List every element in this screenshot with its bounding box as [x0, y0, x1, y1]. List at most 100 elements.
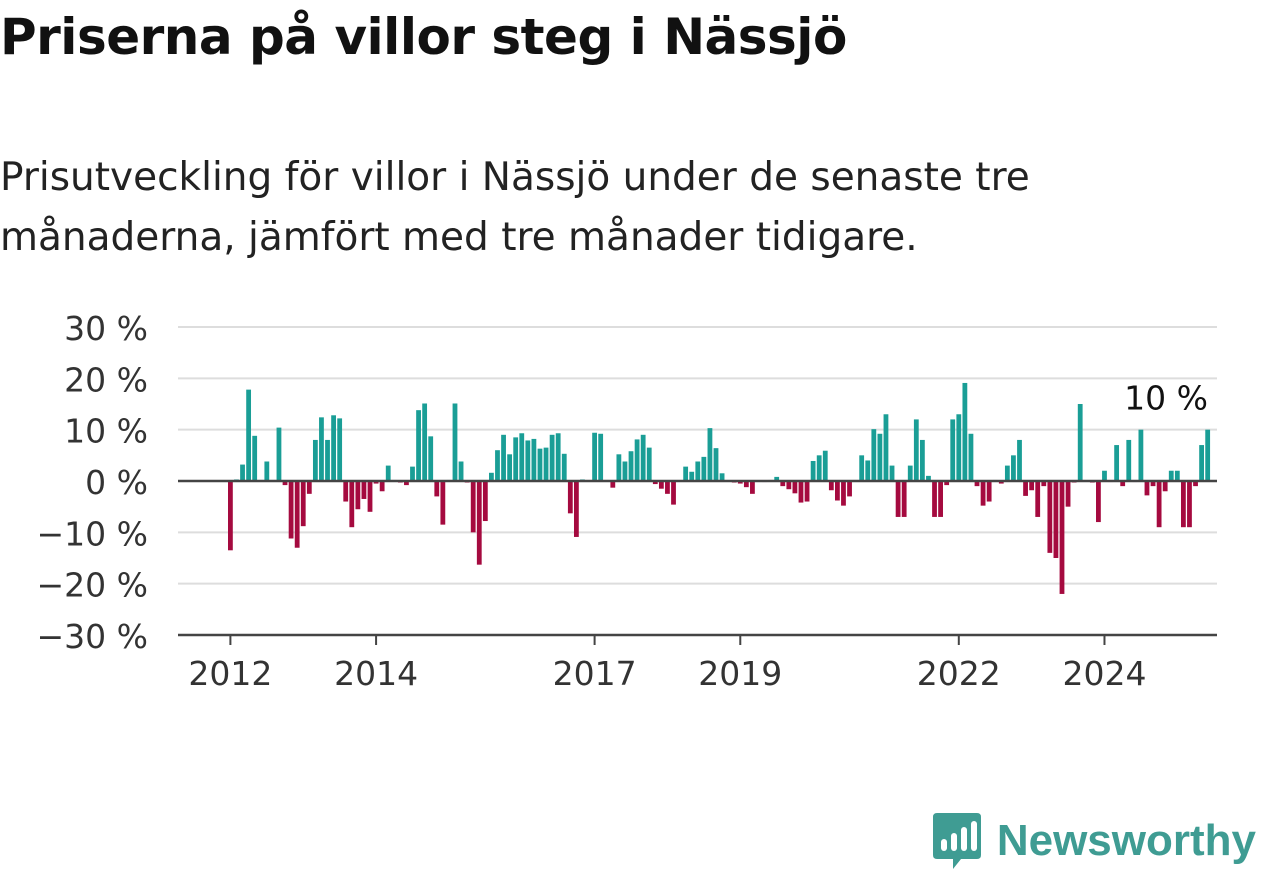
- bar: [458, 461, 464, 481]
- bar: [859, 455, 865, 481]
- bar: [422, 403, 428, 481]
- bar: [1102, 470, 1107, 481]
- bar: [519, 433, 525, 481]
- bar: [312, 439, 318, 481]
- bar: [743, 481, 749, 488]
- bar: [1187, 481, 1192, 528]
- bar: [962, 382, 968, 481]
- bar: [1029, 481, 1035, 491]
- y-tick-label: −30 %: [37, 617, 149, 656]
- bar: [816, 455, 822, 481]
- bar: [1126, 439, 1132, 481]
- bar: [871, 429, 877, 481]
- bar: [228, 481, 233, 551]
- bar: [950, 419, 956, 481]
- y-tick-label: 30 %: [64, 309, 148, 348]
- bar: [877, 433, 883, 481]
- last-value-label: 10 %: [1124, 379, 1208, 418]
- x-tick-label: 2012: [188, 654, 272, 693]
- bar: [501, 434, 506, 481]
- bar: [331, 415, 336, 481]
- bar: [361, 481, 367, 499]
- bar: [622, 461, 628, 481]
- bar: [847, 481, 852, 497]
- x-tick-label: 2024: [1062, 654, 1146, 693]
- bar: [798, 481, 804, 503]
- newsworthy-logo-icon: [932, 813, 981, 869]
- bar: [1205, 429, 1211, 481]
- bar: [689, 471, 695, 481]
- bar: [495, 450, 500, 481]
- bar: [719, 473, 725, 481]
- x-tick-label: 2022: [917, 654, 1001, 693]
- bar: [288, 481, 294, 539]
- bar: [549, 434, 555, 481]
- bar: [404, 481, 409, 486]
- bar: [774, 476, 780, 481]
- chart-title: Priserna på villor steg i Nässjö: [0, 8, 847, 66]
- bar: [543, 447, 549, 481]
- bar: [319, 417, 324, 481]
- bar: [1174, 470, 1180, 481]
- bar: [1199, 445, 1204, 481]
- bar: [482, 481, 488, 522]
- bar: [385, 465, 391, 481]
- bar: [665, 481, 670, 494]
- bar: [1011, 455, 1016, 481]
- bar: [835, 481, 840, 501]
- bar: [240, 464, 245, 481]
- bar: [980, 481, 986, 506]
- bar: [1150, 481, 1156, 487]
- y-tick-label: 20 %: [64, 360, 148, 399]
- bar: [822, 450, 828, 481]
- bar: [944, 481, 950, 486]
- bar: [956, 414, 962, 481]
- bar: [901, 481, 907, 517]
- bar: [1180, 481, 1186, 528]
- bar: [325, 439, 330, 481]
- bar: [658, 481, 664, 489]
- bar: [780, 481, 786, 487]
- bars: [228, 382, 1211, 594]
- bar: [1144, 481, 1150, 496]
- bar: [913, 419, 919, 481]
- bar: [349, 481, 355, 528]
- brand-name: Newsworthy: [996, 816, 1256, 865]
- bar: [737, 481, 743, 484]
- bar: [343, 481, 349, 502]
- bar: [282, 481, 288, 486]
- bar: [713, 448, 719, 481]
- bar: [355, 481, 361, 510]
- bar: [416, 410, 421, 481]
- bar: [1077, 404, 1083, 481]
- bar: [1059, 481, 1065, 594]
- bar: [537, 448, 543, 481]
- bar: [919, 439, 925, 481]
- bar: [306, 481, 312, 494]
- y-tick-label: −20 %: [37, 566, 149, 605]
- bar: [926, 475, 931, 481]
- bar: [974, 481, 980, 487]
- bar: [525, 440, 531, 481]
- bar: [932, 481, 937, 517]
- bar: [1168, 470, 1174, 481]
- bar: [1096, 481, 1101, 523]
- bar: [1041, 481, 1047, 487]
- x-tick-label: 2017: [553, 654, 637, 693]
- bar: [434, 481, 440, 497]
- bar: [889, 465, 895, 481]
- bar: [513, 437, 519, 481]
- bar: [895, 481, 901, 517]
- y-axis-tick-labels: 30 % 20 % 10 % 0 % −10 % −20 % −30 %: [37, 309, 149, 656]
- gridlines: [178, 326, 1217, 585]
- bar: [1065, 481, 1071, 507]
- bar: [567, 481, 573, 514]
- annotations: 10 %: [1124, 379, 1208, 418]
- bar: [998, 481, 1004, 484]
- bar: [1035, 481, 1041, 517]
- bar: [828, 481, 834, 491]
- bar: [640, 434, 646, 481]
- bar: [428, 436, 434, 481]
- bar: [707, 428, 713, 481]
- bar: [792, 481, 798, 494]
